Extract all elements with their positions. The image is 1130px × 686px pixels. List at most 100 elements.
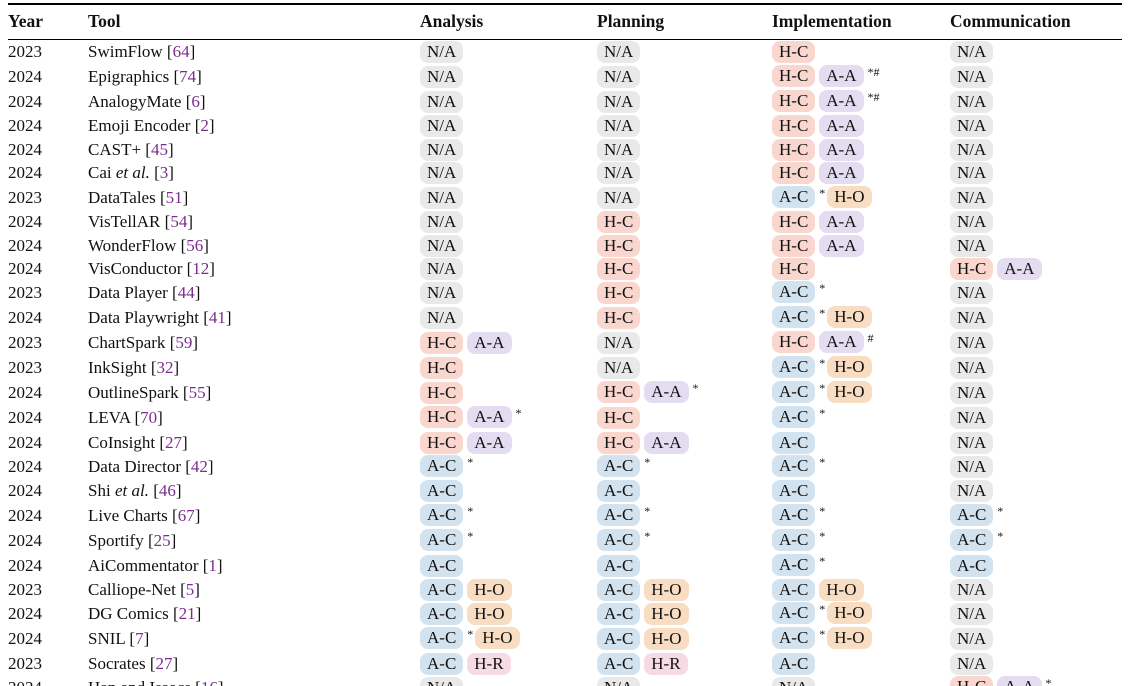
citation-link[interactable]: 21 bbox=[178, 604, 196, 624]
cell-tool: LEVA [70] bbox=[88, 408, 163, 428]
badge-na: N/A bbox=[950, 41, 994, 64]
cell-implementation: A-C bbox=[772, 430, 950, 454]
tool-name-italic: et al. bbox=[114, 481, 149, 501]
badge-aa: A-A bbox=[467, 431, 512, 454]
citation-link[interactable]: 2 bbox=[200, 115, 209, 135]
badge-ac: A-C bbox=[597, 455, 641, 478]
citation-link[interactable]: 55 bbox=[188, 383, 206, 403]
citation-link[interactable]: 56 bbox=[186, 235, 204, 255]
cell-communication: N/A bbox=[950, 405, 1122, 430]
citation-link[interactable]: 1 bbox=[208, 555, 217, 575]
cell-year: 2024 bbox=[8, 259, 42, 279]
citation-link[interactable]: 51 bbox=[165, 187, 183, 207]
badge-ac: A-C bbox=[772, 627, 816, 650]
badge-na: N/A bbox=[420, 282, 464, 305]
badge-ho: H-O bbox=[827, 185, 872, 208]
citation-link[interactable]: 32 bbox=[156, 358, 174, 378]
badge-ac: A-C bbox=[420, 503, 464, 526]
citation-link[interactable]: 46 bbox=[158, 481, 176, 501]
badge-na: N/A bbox=[950, 114, 994, 137]
badge-ac: A-C bbox=[420, 455, 464, 478]
citation-link[interactable]: 67 bbox=[177, 505, 195, 525]
superscript-mark: * bbox=[997, 503, 1004, 518]
badge-hc: H-C bbox=[420, 382, 464, 405]
citation-link[interactable]: 54 bbox=[170, 211, 188, 231]
cell-analysis: N/A bbox=[420, 64, 597, 89]
superscript-mark: * bbox=[467, 528, 474, 543]
badge-na: N/A bbox=[950, 282, 994, 305]
badge-hc: H-C bbox=[772, 210, 816, 233]
table-row: 2023 Socrates [27] A-C H-R A-C H-R A-C N/A bbox=[8, 651, 1122, 675]
cell-tool: Live Charts [67] bbox=[88, 505, 201, 525]
cell-communication: A-C bbox=[950, 553, 1122, 578]
tools-comparison-table: Year Tool Analysis Planning Implementati… bbox=[8, 3, 1122, 686]
badge-ac: A-C bbox=[420, 480, 464, 503]
citation-link[interactable]: 5 bbox=[185, 580, 195, 600]
table-row: 2024 Sportify [25] A-C * A-C * A-C * A-C * bbox=[8, 528, 1122, 553]
citation-link[interactable]: 70 bbox=[140, 408, 158, 428]
cell-implementation: A-C bbox=[772, 651, 950, 675]
cell-analysis: N/A bbox=[420, 305, 597, 330]
tool-name-italic: et al. bbox=[115, 163, 150, 183]
cell-planning: A-C bbox=[597, 553, 772, 578]
citation-link[interactable]: 25 bbox=[153, 530, 171, 550]
badge-ac: A-C bbox=[772, 579, 816, 602]
citation-link[interactable]: 41 bbox=[208, 308, 226, 328]
cell-implementation: A-C * bbox=[772, 454, 950, 479]
badge-ac: A-C bbox=[772, 455, 816, 478]
cell-tool: InkSight [32] bbox=[88, 358, 180, 378]
cell-implementation: A-C * H-O bbox=[772, 626, 950, 651]
superscript-mark: * bbox=[644, 528, 651, 543]
cell-implementation: H-C A-A # bbox=[772, 330, 950, 355]
badge-na: N/A bbox=[950, 65, 994, 88]
cell-planning: N/A bbox=[597, 161, 772, 185]
badge-na: N/A bbox=[597, 332, 641, 355]
badge-na: N/A bbox=[950, 90, 994, 113]
cell-planning: N/A bbox=[597, 89, 772, 114]
superscript-mark: * bbox=[819, 627, 826, 642]
citation-link[interactable]: 45 bbox=[150, 139, 168, 159]
cell-analysis: A-C bbox=[420, 479, 597, 503]
badge-ac: A-C bbox=[772, 480, 816, 503]
cell-year: 2024 bbox=[8, 675, 88, 686]
badge-hc: H-C bbox=[597, 234, 641, 257]
citation-link[interactable]: 74 bbox=[179, 66, 197, 86]
badge-na: N/A bbox=[597, 357, 641, 380]
citation-link[interactable]: 42 bbox=[190, 457, 208, 477]
badge-aa: A-A bbox=[467, 406, 512, 429]
badge-ho: H-O bbox=[827, 627, 872, 650]
badge-aa: A-A bbox=[467, 332, 512, 355]
cell-analysis: N/A bbox=[420, 210, 597, 234]
badge-hc: H-C bbox=[772, 138, 816, 161]
citation-link[interactable]: 7 bbox=[135, 629, 144, 649]
badge-ac: A-C bbox=[597, 528, 641, 551]
cell-implementation: A-C * H-O bbox=[772, 601, 950, 626]
citation-link[interactable]: 12 bbox=[192, 259, 210, 279]
citation-link[interactable]: 64 bbox=[172, 42, 190, 62]
cell-planning: N/A bbox=[597, 675, 772, 686]
cell-planning: H-C bbox=[597, 405, 772, 430]
badge-na: N/A bbox=[950, 579, 994, 602]
badge-ac: A-C bbox=[420, 603, 464, 626]
badge-na: N/A bbox=[597, 186, 641, 209]
superscript-mark: * bbox=[819, 185, 826, 200]
badge-na: N/A bbox=[950, 357, 994, 380]
cell-planning: H-C A-A * bbox=[597, 380, 772, 405]
citation-link[interactable]: 44 bbox=[177, 283, 195, 303]
badge-na: N/A bbox=[950, 186, 994, 209]
cell-communication: N/A bbox=[950, 210, 1122, 234]
cell-analysis: A-C bbox=[420, 553, 597, 578]
citation-link[interactable]: 6 bbox=[191, 91, 200, 111]
badge-ac: A-C bbox=[597, 652, 641, 675]
citation-link[interactable]: 16 bbox=[201, 678, 218, 686]
cell-implementation: A-C * bbox=[772, 503, 950, 528]
citation-link[interactable]: 27 bbox=[164, 432, 182, 452]
badge-ac: A-C bbox=[420, 554, 464, 577]
citation-link[interactable]: 3 bbox=[159, 163, 169, 183]
citation-link[interactable]: 27 bbox=[155, 653, 173, 673]
cell-implementation: A-C * H-O bbox=[772, 305, 950, 330]
badge-na: N/A bbox=[950, 480, 994, 503]
cell-analysis: N/A bbox=[420, 161, 597, 185]
citation-link[interactable]: 59 bbox=[175, 333, 193, 353]
